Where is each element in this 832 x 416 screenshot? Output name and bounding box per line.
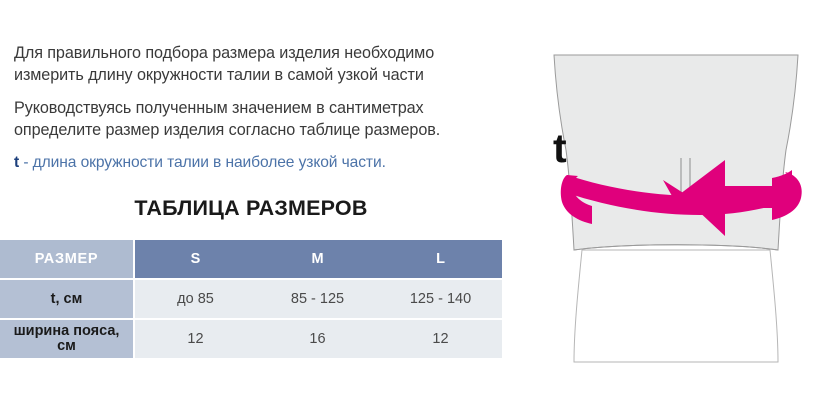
hip-seam-line xyxy=(573,244,779,251)
cell-belt-width-m: 16 xyxy=(256,320,379,358)
size-table: РАЗМЕР S M L t, см до 85 85 - 125 125 - … xyxy=(0,238,502,360)
size-table-title: ТАБЛИЦА РАЗМЕРОВ xyxy=(134,196,368,220)
measurement-note: t - длина окружности талии в наиболее уз… xyxy=(14,152,506,173)
table-row: ширина пояса, см 12 16 12 xyxy=(0,320,502,358)
table-header-size-m: M xyxy=(256,240,379,278)
instructions-block: Для правильного подбора размера изделия … xyxy=(14,42,506,173)
table-row: t, см до 85 85 - 125 125 - 140 xyxy=(0,280,502,318)
row-label-belt-width-line-2: см xyxy=(57,338,76,354)
measurement-note-text: - длина окружности талии в наиболее узко… xyxy=(23,154,386,171)
left-arrow xyxy=(680,160,782,236)
t-label-on-illustration: t xyxy=(553,125,567,171)
cell-waist-m: 85 - 125 xyxy=(256,280,379,318)
belt-notch-chevron xyxy=(663,180,688,212)
lower-body-shape xyxy=(573,249,779,363)
instruction-paragraph-2: Руководствуясь полученным значением в са… xyxy=(14,99,441,139)
instructions-and-table-column: Для правильного подбора размера изделия … xyxy=(0,42,506,360)
table-header-row: РАЗМЕР S M L xyxy=(0,240,502,278)
row-label-belt-width-line-1: ширина пояса, xyxy=(13,323,120,339)
t-symbol: t xyxy=(14,154,20,171)
table-header-label: РАЗМЕР xyxy=(0,240,133,278)
table-header-size-s: S xyxy=(133,240,256,278)
row-label-waist-circumference: t, см xyxy=(0,280,133,318)
cell-waist-s: до 85 xyxy=(133,280,256,318)
cell-waist-l: 125 - 140 xyxy=(379,280,502,318)
waist-measurement-illustration: t xyxy=(520,0,832,416)
instruction-paragraph-1: Для правильного подбора размера изделия … xyxy=(14,44,435,84)
cell-belt-width-l: 12 xyxy=(379,320,502,358)
row-label-belt-width: ширина пояса, см xyxy=(0,320,133,358)
torso-silhouette-graphic xyxy=(553,54,802,363)
table-header-size-l: L xyxy=(379,240,502,278)
cell-belt-width-s: 12 xyxy=(133,320,256,358)
